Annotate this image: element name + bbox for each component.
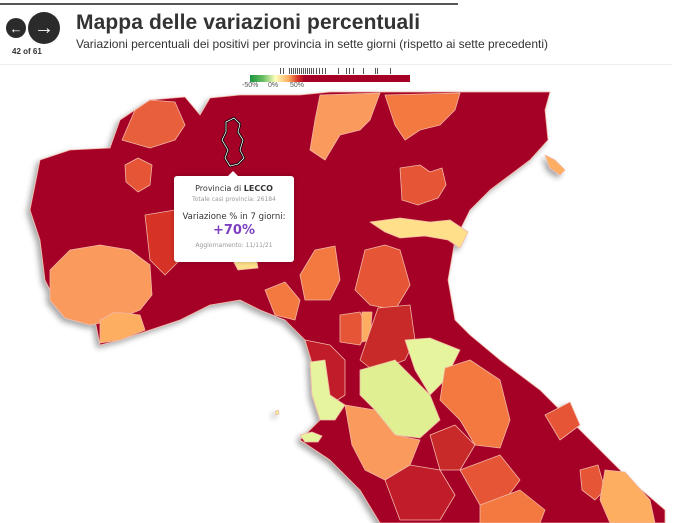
province-tooltip: Provincia di LECCO Totale casi provincia…	[174, 171, 294, 262]
province-region[interactable]	[384, 464, 456, 521]
island[interactable]	[274, 409, 280, 416]
province-region[interactable]	[359, 359, 441, 439]
legend-label-zero: 0%	[268, 82, 279, 89]
page-subtitle: Variazioni percentuali dei positivi per …	[76, 37, 549, 51]
province-region[interactable]	[309, 359, 346, 421]
island-elba[interactable]	[299, 431, 323, 443]
tooltip-variation-value: +70%	[212, 223, 255, 238]
tooltip-province-prefix: Provincia di	[195, 184, 242, 193]
province-region[interactable]	[99, 311, 146, 344]
color-legend: -50% 0% 50%	[242, 68, 415, 94]
province-region[interactable]	[121, 99, 186, 149]
province-region[interactable]	[544, 154, 566, 176]
province-region[interactable]	[49, 244, 153, 326]
province-region[interactable]	[354, 244, 411, 311]
province-region[interactable]	[399, 164, 447, 206]
arrow-left-icon: ←	[9, 20, 23, 36]
tooltip-updated: Aggiornamento: 11/11/21	[195, 242, 273, 249]
province-region[interactable]	[459, 454, 521, 506]
next-button[interactable]: →	[28, 12, 60, 44]
province-region[interactable]	[369, 217, 469, 249]
province-region[interactable]	[309, 92, 381, 161]
legend-label-fifty: 50%	[290, 82, 305, 89]
header-divider	[0, 64, 672, 65]
province-region[interactable]	[264, 281, 301, 321]
tooltip-variation-label: Variazione % in 7 giorni:	[182, 212, 286, 222]
province-region[interactable]	[439, 359, 511, 449]
province-region[interactable]	[299, 245, 341, 301]
top-border	[0, 3, 458, 5]
province-region[interactable]	[144, 209, 181, 276]
province-region[interactable]	[544, 401, 581, 441]
legend-gradient-bar	[250, 75, 410, 82]
province-region[interactable]	[429, 424, 476, 471]
highlight-inner-border	[221, 117, 245, 167]
legend-distribution-ticks	[280, 68, 391, 74]
province-region[interactable]	[579, 464, 606, 501]
province-region[interactable]	[479, 489, 546, 523]
legend-label-min: -50%	[242, 82, 259, 89]
tooltip-arrow	[228, 171, 238, 176]
province-region[interactable]	[384, 92, 461, 141]
prev-button[interactable]: ←	[6, 18, 26, 38]
province-map[interactable]	[0, 88, 680, 523]
province-region[interactable]	[124, 157, 153, 193]
province-region[interactable]	[359, 304, 416, 373]
province-region[interactable]	[599, 469, 656, 523]
arrow-right-icon: →	[34, 16, 54, 39]
tooltip-province: Provincia di LECCO	[174, 184, 294, 193]
tooltip-province-name: LECCO	[243, 184, 273, 193]
tooltip-total-cases: Totale casi provincia: 26184	[192, 196, 276, 203]
slide-counter: 42 of 61	[12, 47, 42, 56]
slide-navigation: ← → 42 of 61	[6, 12, 62, 58]
page-title: Mappa delle variazioni percentuali	[76, 11, 421, 34]
